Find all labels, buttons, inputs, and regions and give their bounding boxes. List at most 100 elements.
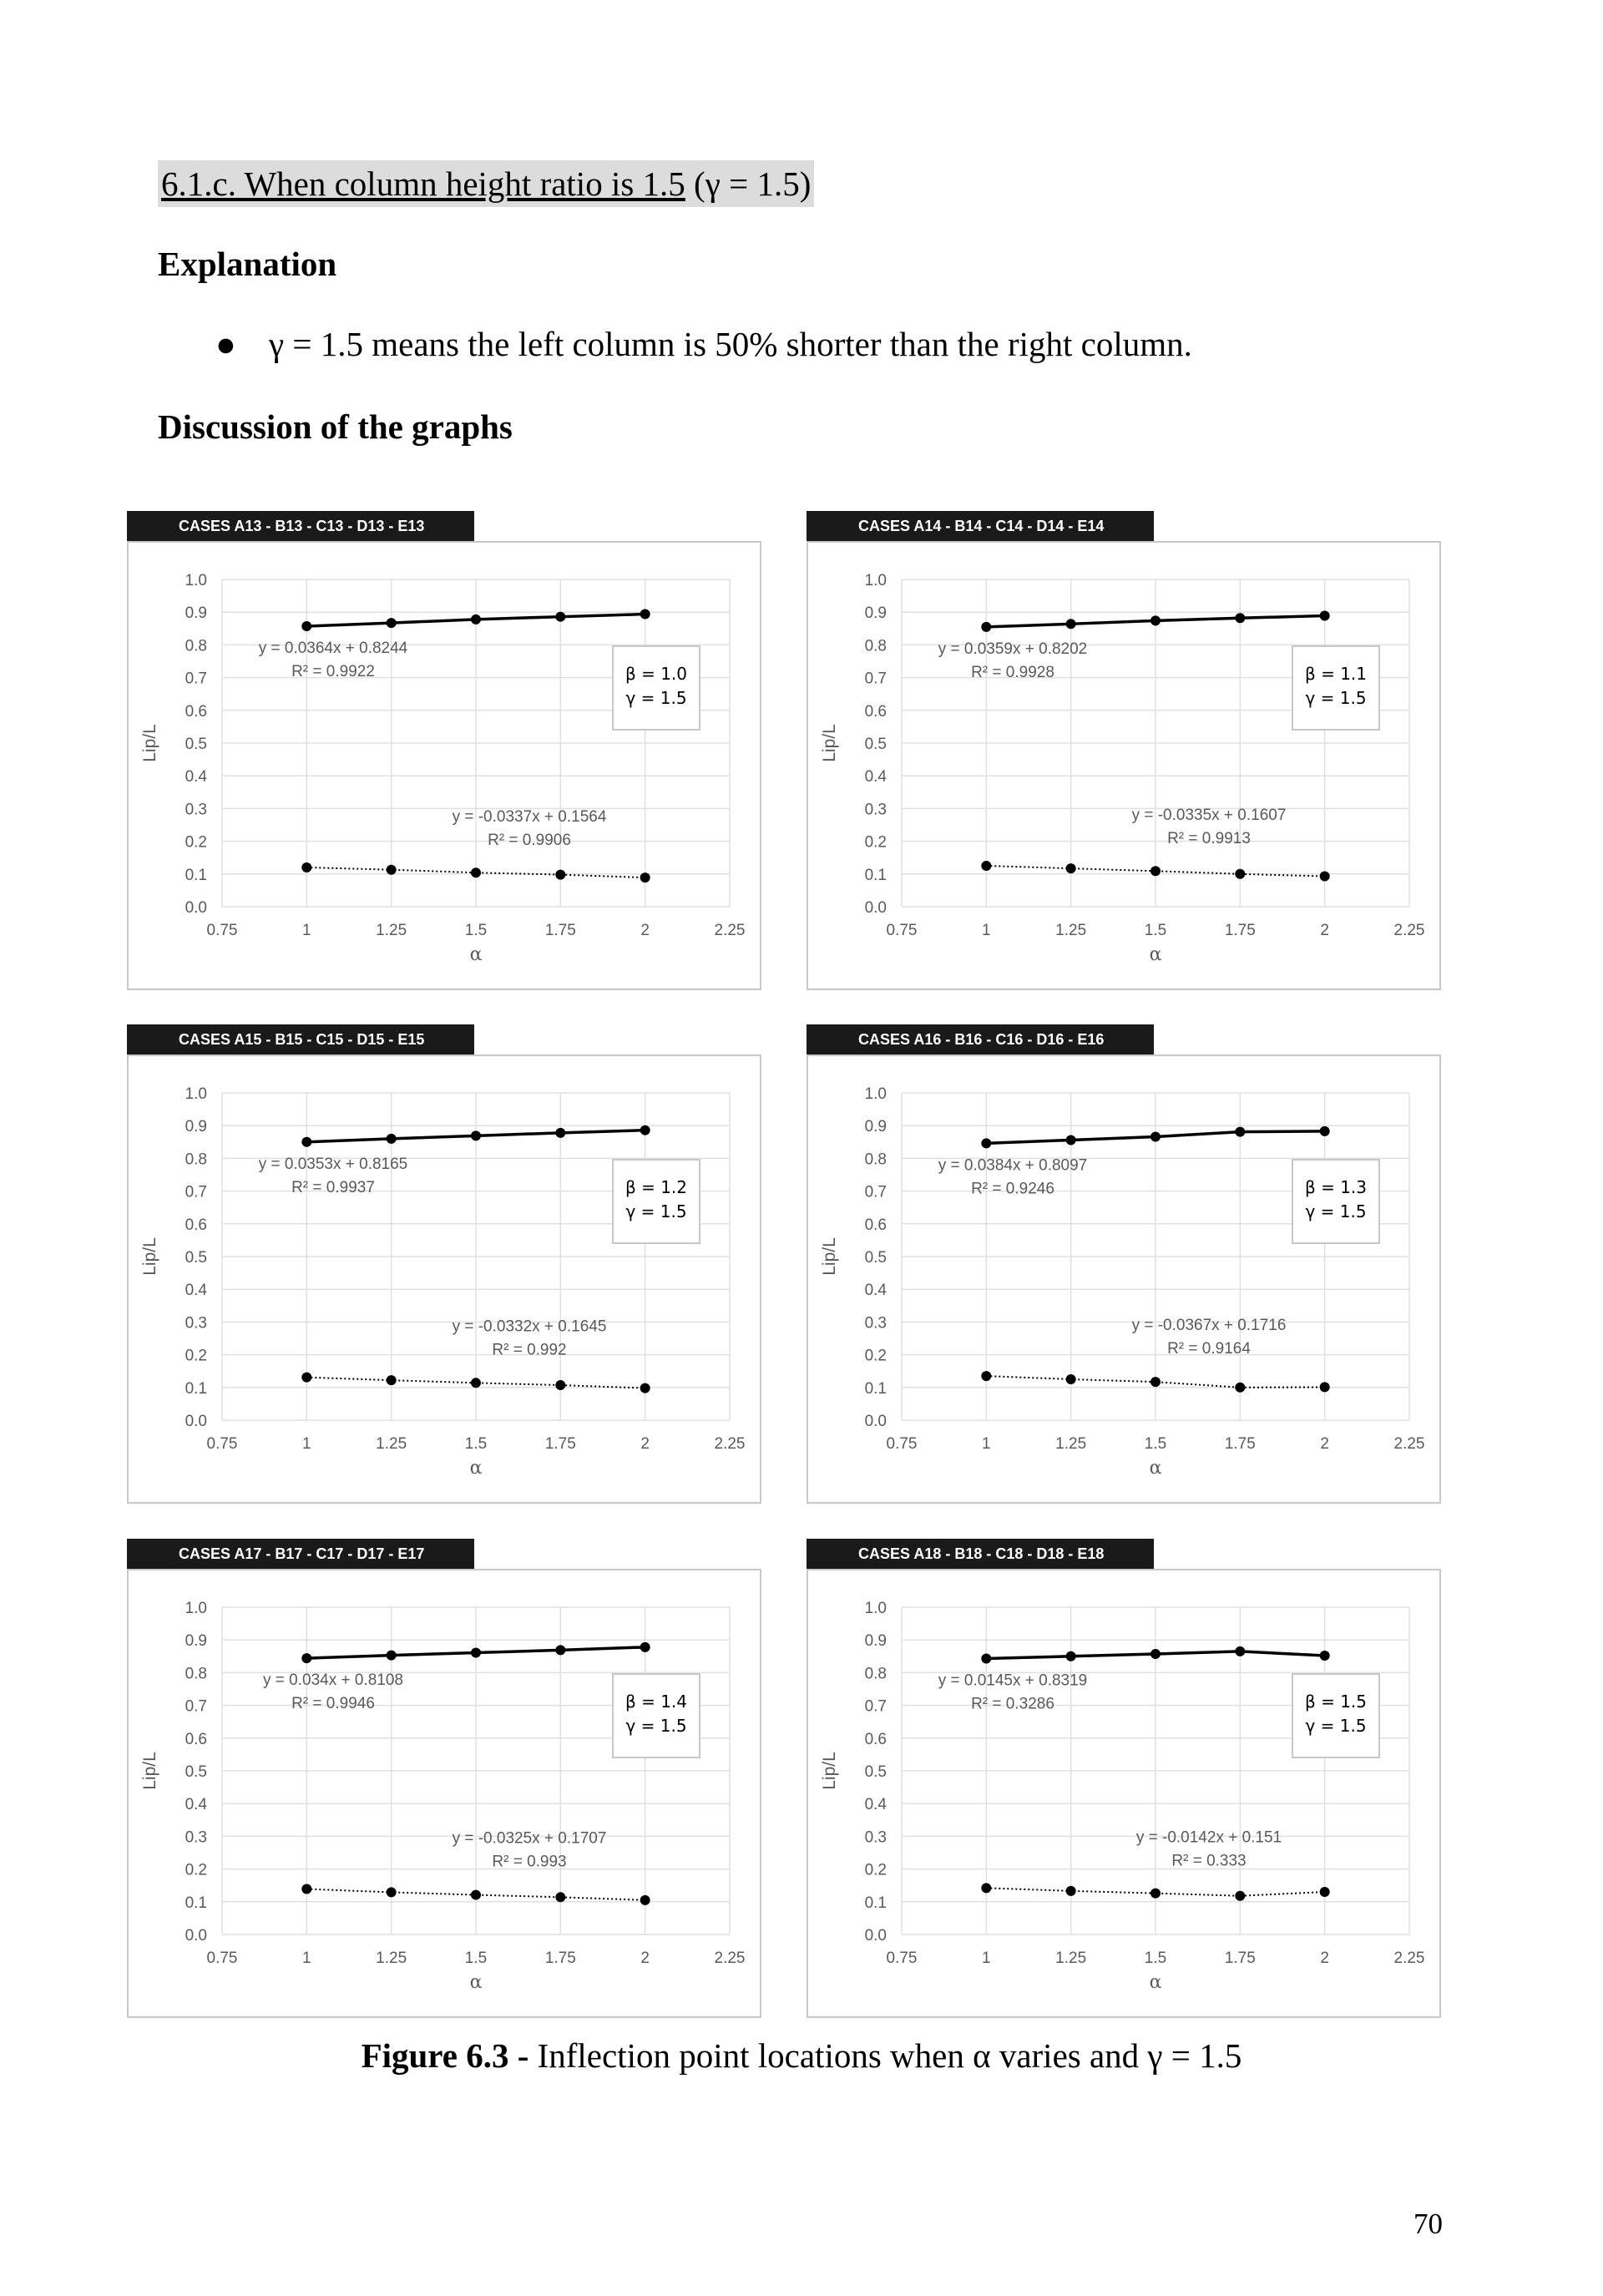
chart-svg: 0.0 0.1 0.2 0.3 0.4 0.5 0.6 0.7 0.8 0.9 1.0 0.75 1 1.… — [820, 572, 1424, 965]
x-axis-label: α — [470, 944, 483, 965]
figure-caption-text: Inflection point locations when α varies… — [528, 2036, 1242, 2075]
data-point — [386, 864, 397, 875]
y-tick-label: 0.7 — [185, 1184, 207, 1201]
data-point — [301, 1653, 312, 1664]
legend-box — [1292, 645, 1380, 731]
x-tick-label: 1 — [982, 922, 991, 939]
trendline-label: R² = 0.9922 — [291, 663, 375, 680]
legend-text: γ = 1.5 — [1305, 1716, 1366, 1736]
chart-title: CASES A14 - B14 - C14 - D14 - E14 — [807, 511, 1154, 541]
data-point — [386, 1650, 397, 1661]
chart-frame: 0.0 0.1 0.2 0.3 0.4 0.5 0.6 0.7 0.8 0.9 1.0 0.75 1 1.… — [127, 1054, 761, 1504]
chart-frame: 0.0 0.1 0.2 0.3 0.4 0.5 0.6 0.7 0.8 0.9 1.0 0.75 1 1.… — [807, 1569, 1441, 2018]
y-tick-label: 0.0 — [185, 1927, 207, 1945]
data-point — [386, 1133, 397, 1144]
y-tick-label: 0.2 — [185, 1862, 207, 1879]
x-tick-label: 0.75 — [207, 922, 238, 939]
x-tick-label: 2.25 — [1394, 1435, 1425, 1453]
trendline-label: R² = 0.9246 — [971, 1180, 1054, 1197]
y-tick-label: 0.1 — [865, 1894, 887, 1912]
data-point — [640, 1894, 650, 1905]
legend-text: γ = 1.5 — [625, 1201, 686, 1221]
y-axis-label: Lip/L — [820, 1752, 839, 1790]
x-tick-label: 0.75 — [207, 1950, 238, 1967]
y-tick-label: 0.9 — [185, 1632, 207, 1650]
x-tick-label: 1.25 — [1055, 1950, 1086, 1967]
data-point — [1319, 1382, 1330, 1393]
trendline-label: R² = 0.333 — [1171, 1852, 1246, 1869]
y-tick-label: 0.2 — [865, 1348, 887, 1365]
x-tick-label: 1 — [982, 1950, 991, 1967]
legend-text: β = 1.0 — [625, 664, 687, 684]
page-number: 70 — [1413, 2207, 1443, 2240]
y-tick-label: 0.5 — [865, 1249, 887, 1267]
y-tick-label: 0.9 — [185, 604, 207, 622]
legend-text: γ = 1.5 — [1305, 1201, 1366, 1221]
legend-text: β = 1.3 — [1305, 1177, 1367, 1197]
trendline-label: y = 0.0353x + 0.8165 — [259, 1156, 408, 1173]
trendline-label: R² = 0.992 — [492, 1342, 566, 1359]
data-point — [1235, 1126, 1246, 1137]
legend-text: β = 1.2 — [625, 1177, 687, 1197]
legend-box — [612, 1159, 700, 1244]
chart-svg: 0.0 0.1 0.2 0.3 0.4 0.5 0.6 0.7 0.8 0.9 1.0 0.75 1 1.… — [140, 1085, 746, 1479]
x-tick-label: 2 — [1320, 922, 1329, 939]
y-tick-label: 1.0 — [185, 572, 207, 589]
bullet-text: γ = 1.5 means the left column is 50% sho… — [269, 325, 1192, 363]
data-point — [640, 609, 650, 620]
legend-box — [612, 645, 700, 731]
chart-svg: 0.0 0.1 0.2 0.3 0.4 0.5 0.6 0.7 0.8 0.9 1.0 0.75 1 1.… — [140, 572, 745, 965]
y-tick-label: 0.7 — [865, 1698, 887, 1716]
data-point — [640, 872, 650, 883]
x-tick-label: 1.25 — [376, 922, 407, 939]
trendline-label: y = 0.034x + 0.8108 — [263, 1671, 403, 1689]
data-point — [1065, 863, 1076, 874]
trendline-label: R² = 0.9937 — [291, 1179, 375, 1196]
chart-svg: 0.0 0.1 0.2 0.3 0.4 0.5 0.6 0.7 0.8 0.9 1.0 0.75 1 1.… — [820, 1085, 1425, 1479]
y-tick-label: 0.5 — [865, 1763, 887, 1781]
data-point — [1319, 1125, 1330, 1136]
data-point — [1319, 610, 1330, 621]
y-tick-label: 0.8 — [185, 1151, 207, 1168]
data-point — [1319, 871, 1330, 882]
y-tick-label: 0.0 — [865, 1413, 887, 1430]
x-tick-label: 2.25 — [1394, 1950, 1425, 1967]
trendline-label: y = 0.0359x + 0.8202 — [938, 640, 1088, 658]
x-tick-label: 1.75 — [1225, 922, 1256, 939]
y-tick-label: 0.4 — [865, 1796, 887, 1813]
data-point — [1235, 1646, 1246, 1656]
y-tick-label: 0.1 — [185, 1380, 207, 1398]
trendline-label: R² = 0.3286 — [971, 1696, 1054, 1713]
legend-text: β = 1.1 — [1305, 664, 1367, 684]
data-point — [1319, 1651, 1330, 1661]
x-tick-label: 1 — [982, 1435, 991, 1453]
y-tick-label: 0.5 — [865, 736, 887, 753]
y-tick-label: 0.8 — [185, 1665, 207, 1682]
x-tick-label: 0.75 — [887, 922, 918, 939]
data-point — [1235, 1890, 1246, 1901]
y-tick-label: 0.1 — [865, 867, 887, 884]
legend-box — [1292, 1159, 1380, 1244]
x-tick-label: 1 — [302, 922, 311, 939]
x-tick-label: 2 — [640, 1435, 650, 1453]
data-point — [301, 1372, 312, 1383]
y-tick-label: 0.2 — [865, 1862, 887, 1879]
trendline-label: y = -0.0367x + 0.1716 — [1132, 1317, 1287, 1334]
y-axis-label: Lip/L — [140, 724, 159, 762]
x-tick-label: 2.25 — [715, 1435, 746, 1453]
y-axis-label: Lip/L — [820, 1237, 839, 1276]
y-axis-label: Lip/L — [140, 1237, 159, 1276]
trendline-label: R² = 0.9164 — [1167, 1340, 1251, 1358]
x-tick-label: 2 — [640, 922, 650, 939]
y-tick-label: 0.1 — [865, 1380, 887, 1398]
data-point — [1235, 1382, 1246, 1393]
y-tick-label: 1.0 — [865, 1600, 887, 1617]
trendline-label: y = -0.0325x + 0.1707 — [453, 1830, 607, 1848]
section-heading-text: 6.1.c. When column height ratio is 1.5 — [161, 164, 685, 203]
y-tick-label: 0.4 — [865, 1282, 887, 1299]
data-point — [640, 1641, 650, 1652]
data-point — [555, 869, 566, 880]
y-tick-label: 0.9 — [865, 604, 887, 622]
y-tick-label: 1.0 — [185, 1600, 207, 1617]
data-point — [1150, 866, 1161, 877]
